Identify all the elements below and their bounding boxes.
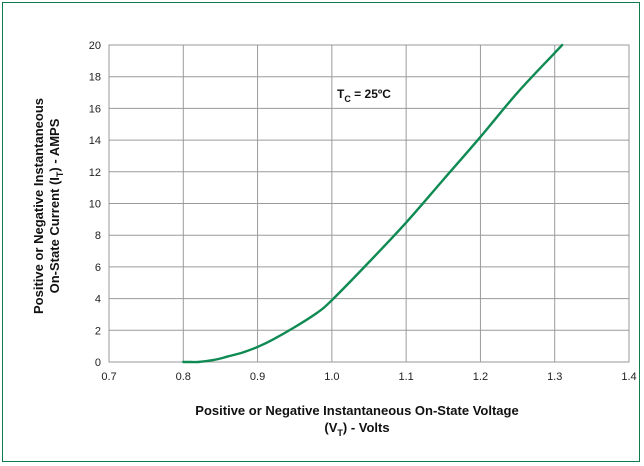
x-tick-label: 1.2 <box>473 371 488 383</box>
series-line <box>182 43 564 364</box>
chart-frame: 0.7 0.8 0.9 1.0 1.1 1.2 1.3 1.4 0 2 4 6 8 10 12 14 16 18… <box>2 2 640 462</box>
y-tick-label: 18 <box>89 72 101 84</box>
x-tick-label: 0.8 <box>176 371 191 383</box>
y-tick-label: 4 <box>95 294 101 306</box>
series-layer <box>182 43 564 364</box>
y-tick-label: 20 <box>89 40 101 52</box>
y-axis-title: Positive or Negative Instantaneous On-St… <box>31 98 65 314</box>
y-tick-label: 8 <box>95 230 101 242</box>
chart: 0.7 0.8 0.9 1.0 1.1 1.2 1.3 1.4 0 2 4 6 8 10 12 14 16 18… <box>31 40 637 438</box>
y-tick-label: 0 <box>95 357 101 369</box>
x-tick-label: 1.1 <box>398 371 413 383</box>
x-tick-label: 0.9 <box>250 371 265 383</box>
x-axis-title-post: ) - Volts <box>343 420 390 435</box>
y-tick-label: 14 <box>89 135 101 147</box>
x-tick-label: 0.7 <box>101 371 116 383</box>
y-axis-title-pre: On-State Current (I <box>47 177 62 293</box>
x-axis-title-pre: (V <box>324 420 337 435</box>
y-tick-label: 10 <box>89 199 101 211</box>
y-tick-label: 6 <box>95 262 101 274</box>
y-tick-label: 2 <box>95 325 101 337</box>
x-axis-title-line1: Positive or Negative Instantaneous On-St… <box>195 403 518 418</box>
x-axis-title-line2: (VT) - Volts <box>324 420 389 438</box>
x-tick-labels: 0.7 0.8 0.9 1.0 1.1 1.2 1.3 1.4 <box>101 371 636 383</box>
y-tick-label: 12 <box>89 167 101 179</box>
y-axis-title-sub: T <box>55 171 65 177</box>
x-tick-label: 1.3 <box>547 371 562 383</box>
x-axis-title-sub: T <box>337 428 343 438</box>
x-tick-label: 1.4 <box>621 371 636 383</box>
y-tick-labels: 0 2 4 6 8 10 12 14 16 18 20 <box>89 40 101 369</box>
plot-border <box>108 44 630 363</box>
y-axis-title-line1: Positive or Negative Instantaneous <box>31 98 46 314</box>
y-axis-title-line2: On-State Current (IT) - AMPS <box>47 118 65 293</box>
annotation-subscript: C <box>344 94 351 104</box>
y-tick-label: 16 <box>89 103 101 115</box>
y-axis-title-post: ) - AMPS <box>47 118 62 171</box>
x-tick-label: 1.0 <box>324 371 339 383</box>
temperature-annotation: TC = 25ºC <box>337 87 391 104</box>
annotation-suffix: = 25ºC <box>351 87 391 101</box>
grid <box>108 44 630 363</box>
annotation-main: T <box>337 87 345 101</box>
